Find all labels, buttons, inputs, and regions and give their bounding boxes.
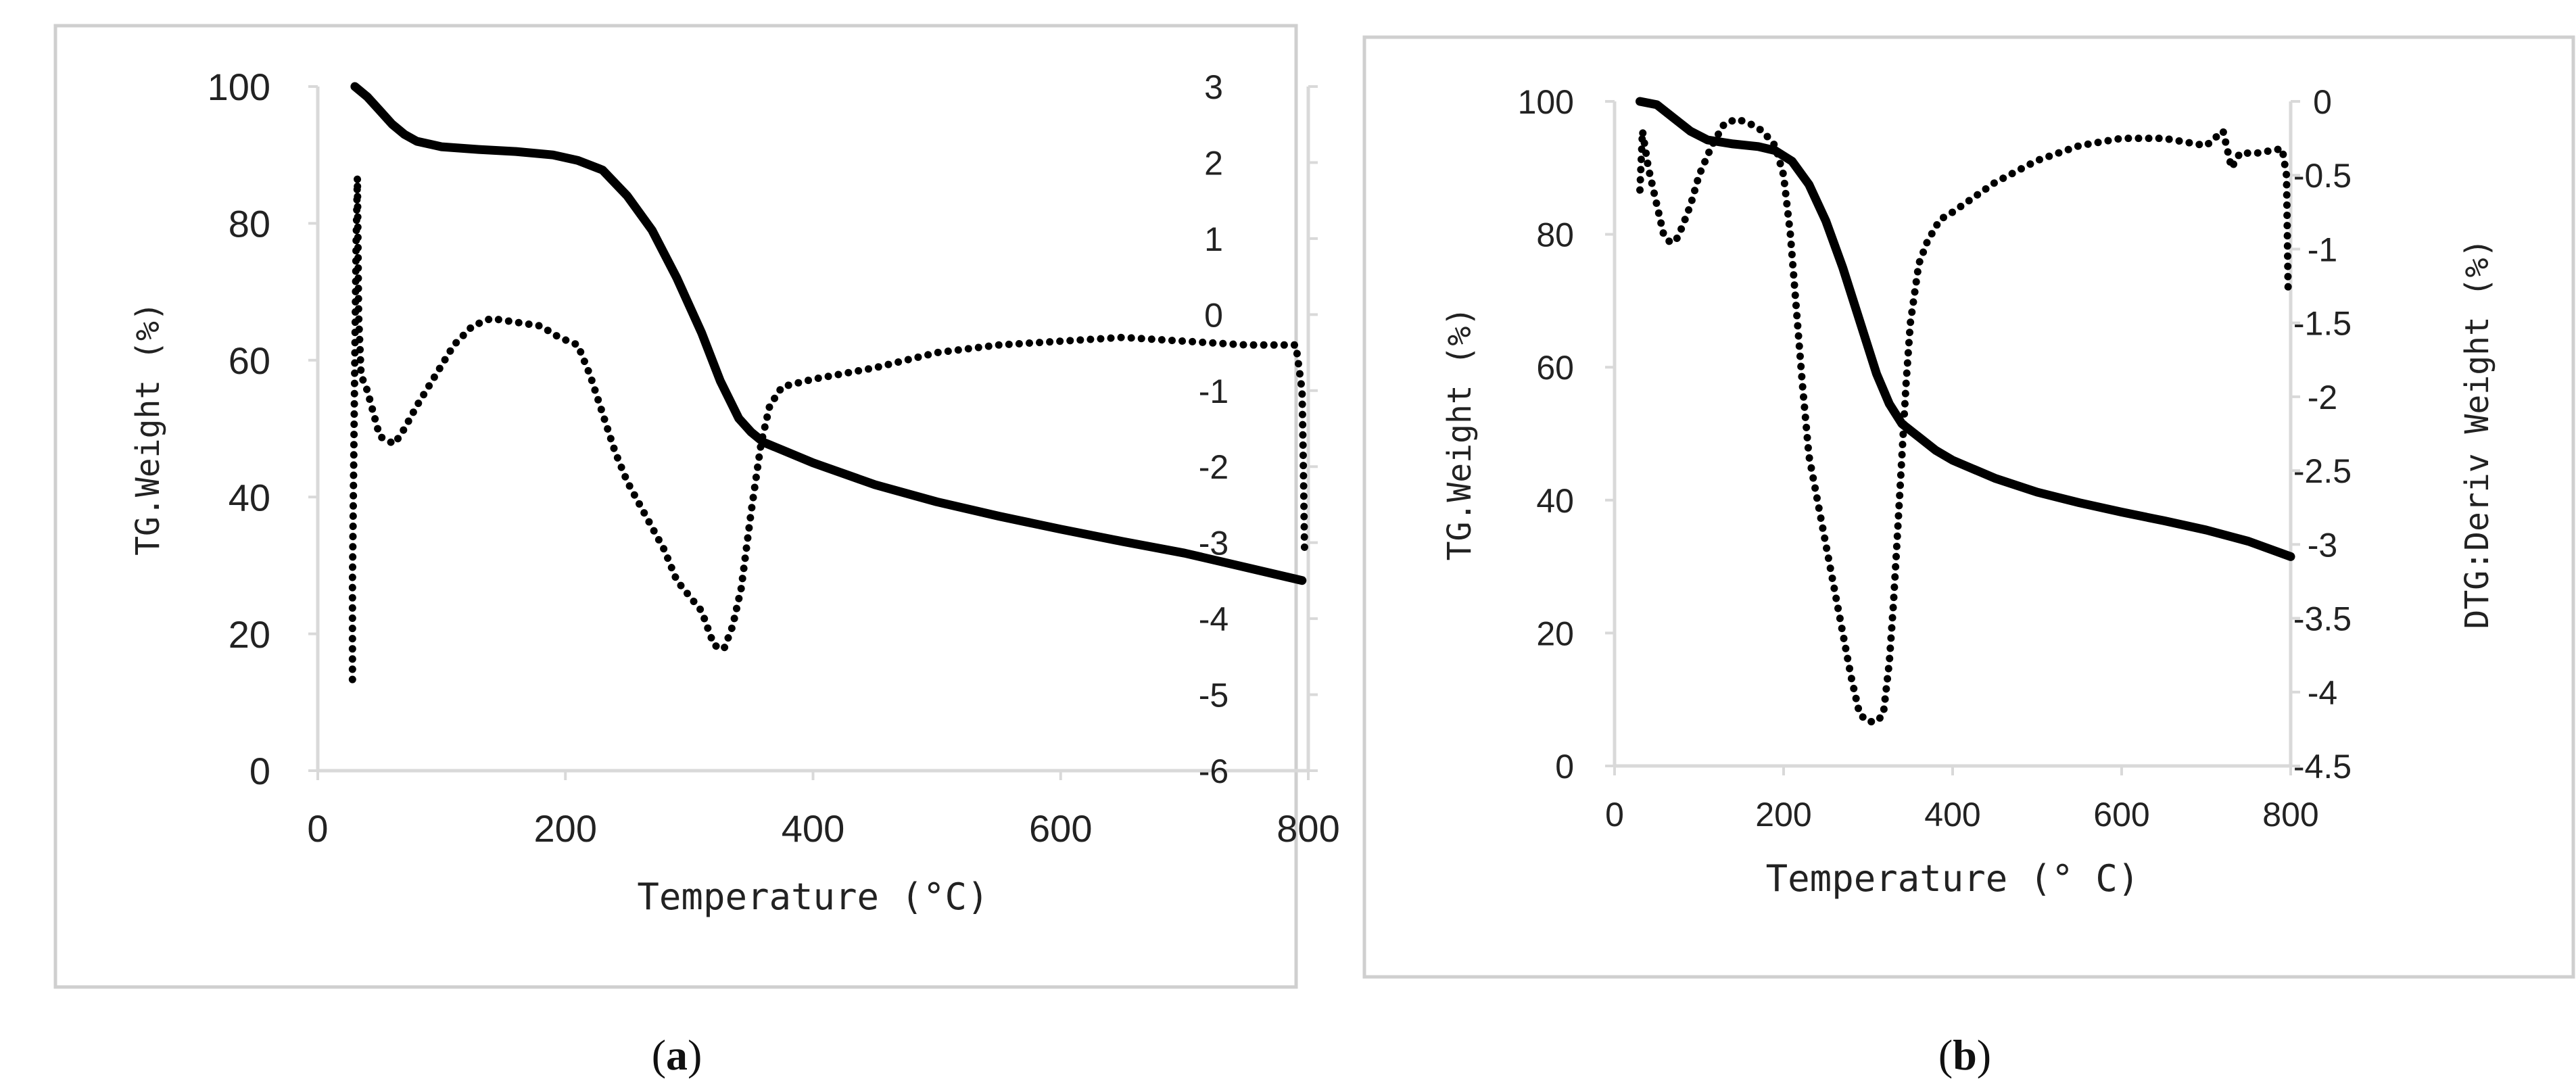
y-tick-label: 20 xyxy=(229,613,270,656)
y-axis-title: TG.Weight (%) xyxy=(129,302,167,556)
x-tick-label: 200 xyxy=(534,807,597,850)
y2-tick-label: -2 xyxy=(2308,379,2337,416)
y2-tick-label: -4.5 xyxy=(2293,748,2352,786)
y-tick-label: 20 xyxy=(1536,615,1574,652)
y2-tick-label: -2.5 xyxy=(2293,452,2352,490)
y2-tick-label: 0 xyxy=(1204,296,1223,334)
y2-tick-label: -2 xyxy=(1199,448,1229,486)
x-axis-title: Temperature (° C) xyxy=(1766,857,2140,900)
y2-tick-label: -4 xyxy=(1199,600,1229,638)
x-tick-label: 800 xyxy=(1277,807,1339,850)
x-tick-label: 400 xyxy=(782,807,844,850)
caption-a: (a) xyxy=(652,1031,702,1079)
y-tick-label: 60 xyxy=(1536,349,1574,387)
y2-tick-label: -1 xyxy=(1199,372,1229,410)
y2-tick-label: 0 xyxy=(2313,83,2332,121)
y-tick-label: 80 xyxy=(229,203,270,245)
y2-tick-label: -1 xyxy=(2308,231,2337,268)
y2-tick-label: 2 xyxy=(1204,144,1223,182)
y2-tick-label: 3 xyxy=(1204,68,1223,106)
y2-tick-label: -3.5 xyxy=(2293,600,2352,638)
y2-tick-label: -0.5 xyxy=(2293,157,2352,195)
caption-b: (b) xyxy=(1938,1031,1991,1079)
y2-axis-title: DTG:Deriv Weight (%) xyxy=(2458,239,2496,629)
panel-a-frame xyxy=(53,24,1298,989)
y2-tick-label: 1 xyxy=(1204,220,1223,258)
series-line-tg xyxy=(350,82,1307,585)
x-tick-label: 400 xyxy=(1924,796,1980,834)
x-tick-label: 0 xyxy=(1605,796,1624,834)
y-tick-label: 100 xyxy=(1518,83,1574,121)
x-tick-label: 200 xyxy=(1755,796,1811,834)
y-tick-label: 0 xyxy=(249,750,270,792)
y-axis-title: TG.Weight (%) xyxy=(1441,307,1479,561)
y-tick-label: 40 xyxy=(1536,482,1574,520)
chart-b: 0 200 400 600 800 0 20 40 60 80 100 -4.5 -4 -3.5 -3 -2.… xyxy=(1441,83,2496,900)
y-tick-label: 60 xyxy=(229,339,270,382)
y2-tick-label: -5 xyxy=(1199,677,1229,715)
series-line-dtg xyxy=(348,174,1308,683)
y2-tick-label: -1.5 xyxy=(2293,305,2352,343)
y-tick-label: 80 xyxy=(1536,216,1574,254)
y2-tick-label: -3 xyxy=(2308,526,2337,564)
x-tick-label: 600 xyxy=(1029,807,1092,850)
y2-tick-label: -4 xyxy=(2308,674,2337,712)
panel-b-frame xyxy=(1362,35,2575,979)
chart-a: 0 200 400 600 800020406080100-6-5-4-3-2-1012… xyxy=(129,66,1340,918)
x-tick-label: 800 xyxy=(2262,796,2318,834)
y-tick-label: 100 xyxy=(208,66,270,108)
y-tick-label: 40 xyxy=(229,476,270,519)
x-tick-label: 0 xyxy=(307,807,328,850)
y2-tick-label: -6 xyxy=(1199,752,1229,790)
x-axis-title: Temperature (°C) xyxy=(637,875,988,918)
series-line-dtg xyxy=(1636,115,2292,725)
y-tick-label: 0 xyxy=(1555,748,1574,786)
x-tick-label: 600 xyxy=(2093,796,2149,834)
